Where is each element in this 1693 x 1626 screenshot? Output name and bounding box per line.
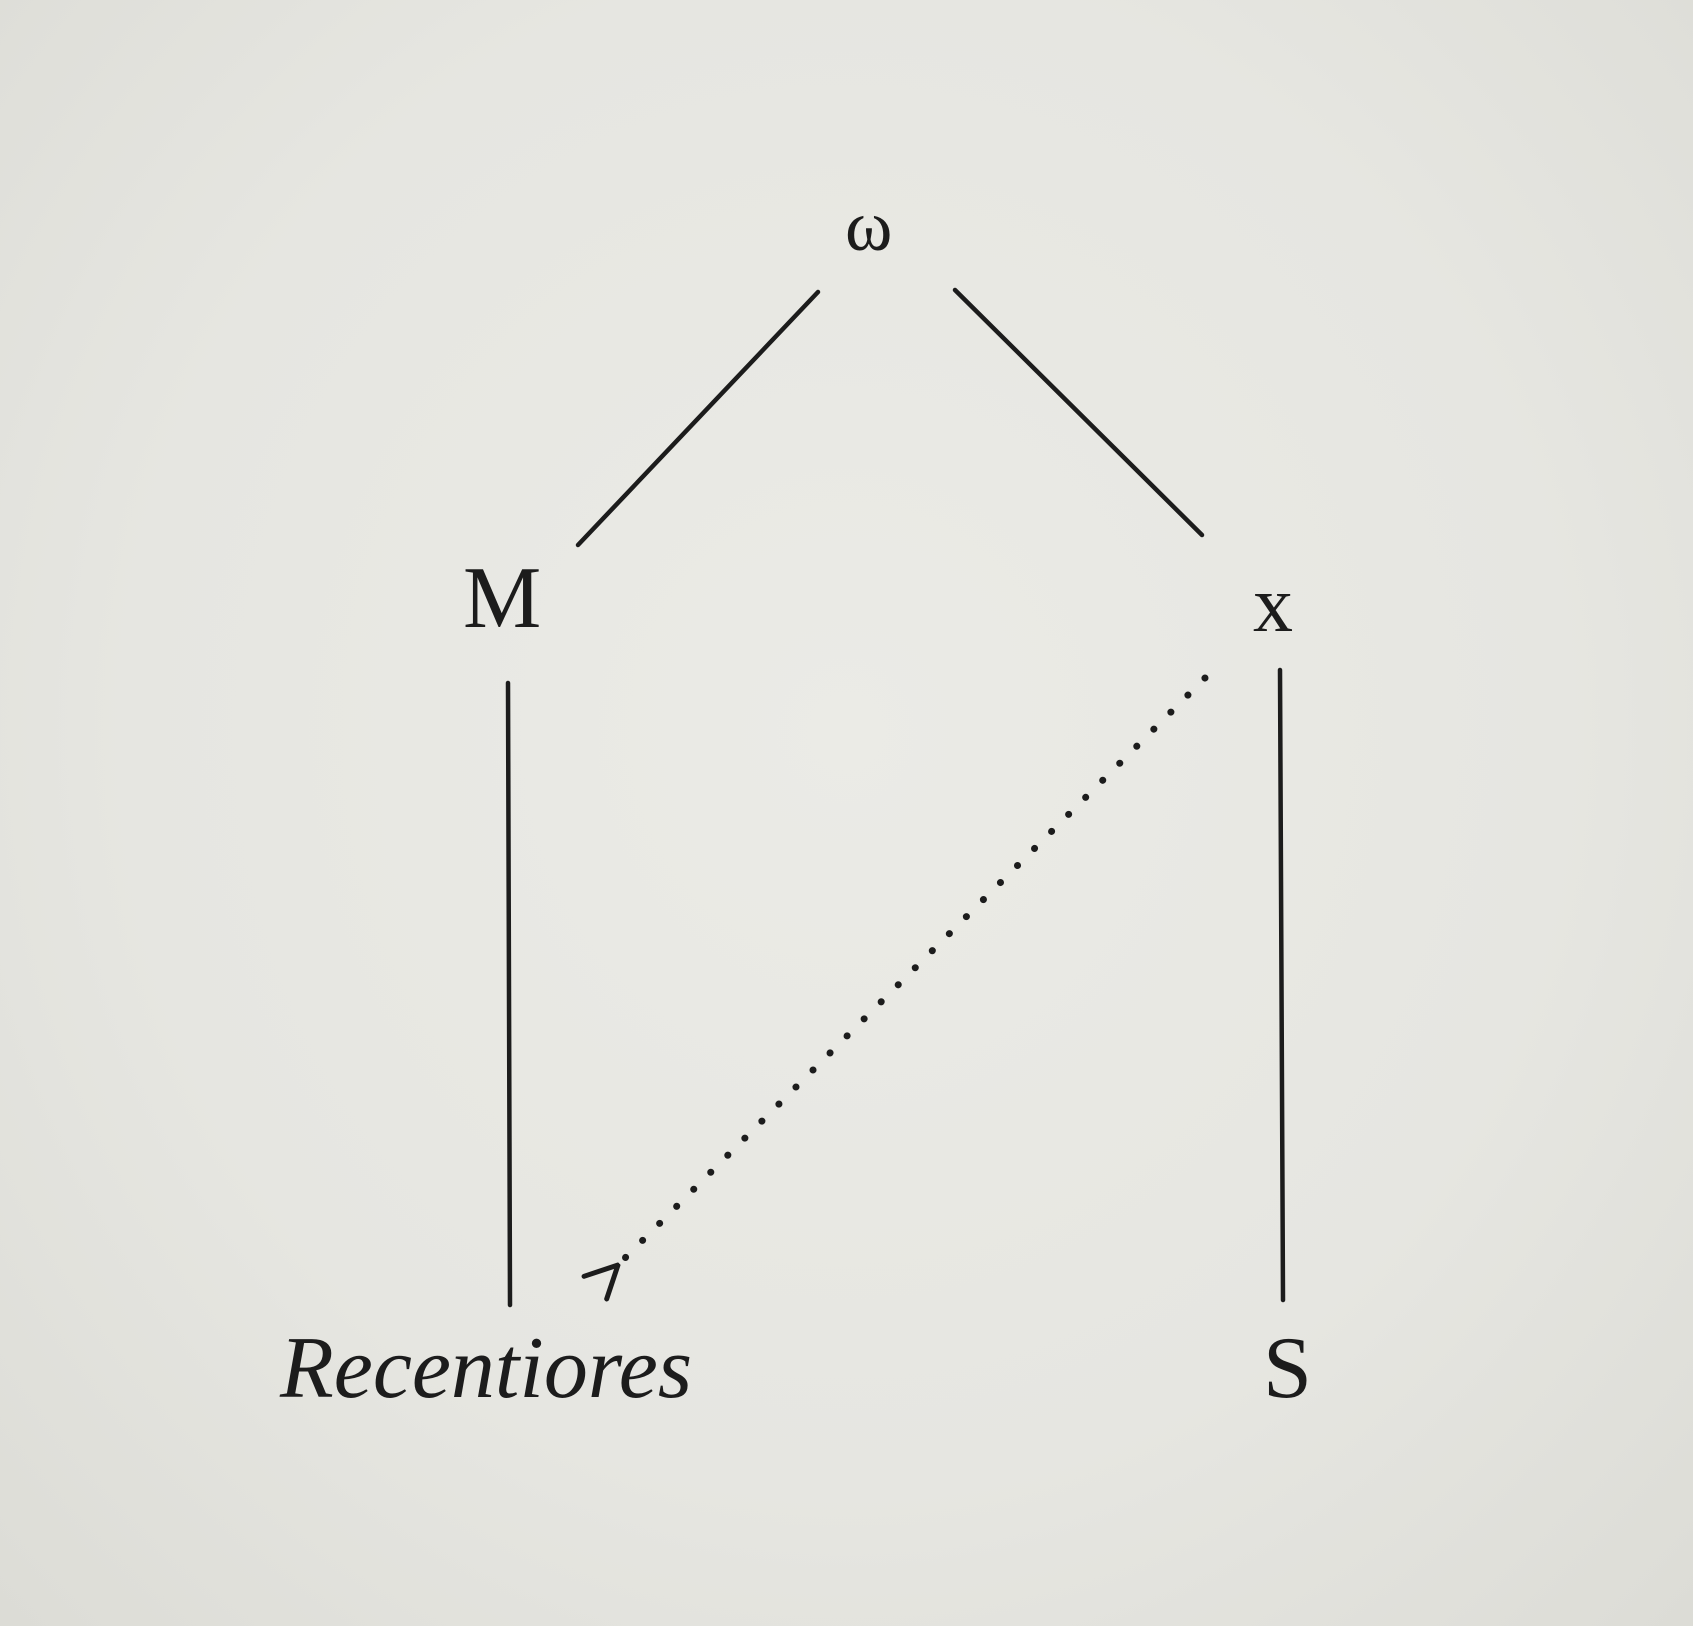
edge-omega-to-x [952,287,1205,538]
node-m: M [463,550,542,647]
edge-m-to-recentiores [505,680,513,1308]
node-recentiores: Recentiores [280,1320,693,1417]
node-x: x [1253,561,1293,649]
dotted-arrow-x-to-recentiores [618,674,1209,1265]
edge-x-to-s [1277,667,1286,1303]
edge-omega-to-m [575,289,821,548]
node-omega: ω [845,186,893,266]
node-s: S [1263,1320,1312,1417]
